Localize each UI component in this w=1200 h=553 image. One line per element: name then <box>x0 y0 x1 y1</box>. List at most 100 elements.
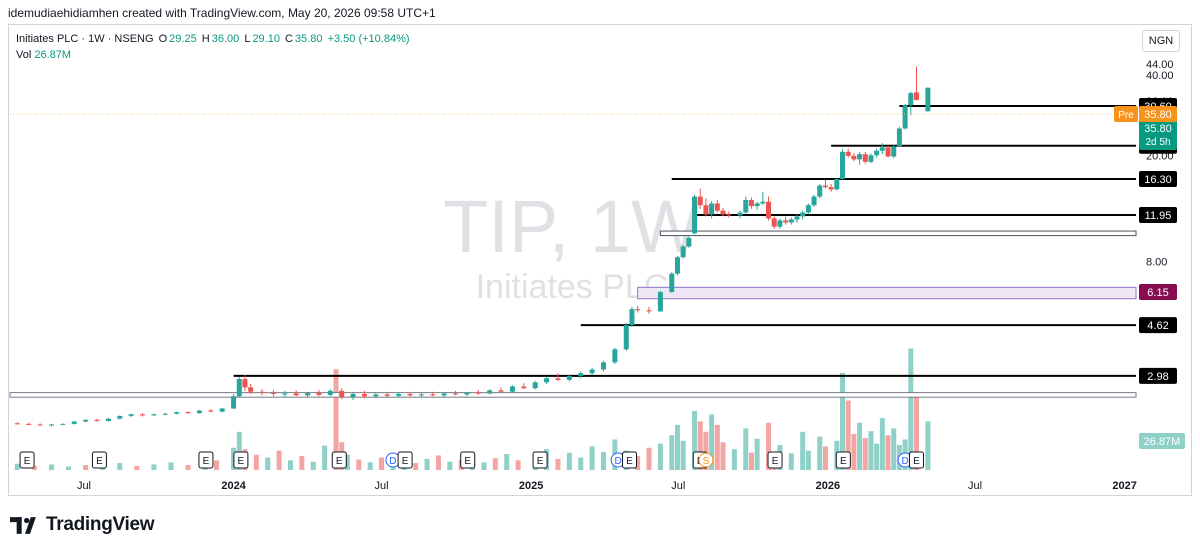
volume-bar <box>703 431 709 470</box>
tradingview-logo[interactable]: TradingView <box>10 514 155 536</box>
candle-body <box>453 393 459 395</box>
candle-body <box>686 237 692 247</box>
high-value: 36.00 <box>211 33 240 45</box>
candle-body <box>140 414 146 416</box>
volume-bar <box>669 435 675 470</box>
event-label: S <box>703 456 710 467</box>
volume-bar <box>117 463 123 470</box>
candle-body <box>521 386 527 389</box>
event-label: E <box>96 456 103 467</box>
hline-price-tag <box>1139 170 1177 187</box>
candle-body <box>509 386 515 392</box>
candle-body <box>242 379 248 388</box>
hline-price-tag <box>1139 317 1177 334</box>
event-label: E <box>464 456 471 467</box>
candle-body <box>726 214 732 216</box>
volume-bar <box>265 457 271 470</box>
candle-body <box>259 391 265 393</box>
candle-body <box>771 218 777 227</box>
volume-legend-label: Vol <box>16 49 32 61</box>
volume-bar <box>766 422 772 470</box>
volume-bar <box>48 464 54 470</box>
volume-bar <box>356 459 362 470</box>
volume-bar <box>276 450 282 470</box>
volume-bar <box>731 449 737 470</box>
volume-bar <box>680 440 686 470</box>
earnings-marker <box>908 451 924 469</box>
candle-body <box>418 394 424 396</box>
candle-body <box>236 379 242 397</box>
candle-body <box>925 87 931 112</box>
hline-price-text: 11.95 <box>1145 210 1172 222</box>
candle-body <box>697 196 703 206</box>
volume-bar <box>481 462 487 470</box>
close-value: 35.80 <box>294 33 323 45</box>
change-value: +3.50 (+10.84%) <box>327 33 410 45</box>
volume-legend-value: 26.87M <box>34 49 72 61</box>
candle-body <box>162 413 168 415</box>
candle-body <box>822 185 828 188</box>
volume-bar <box>413 463 419 470</box>
pre-tag <box>1114 106 1138 122</box>
candle-body <box>851 155 857 160</box>
x-tick-label: 2026 <box>816 480 840 492</box>
volume-bar <box>913 397 919 470</box>
volume-bar <box>83 465 89 470</box>
candle-body <box>669 273 675 292</box>
candle-body <box>862 154 868 162</box>
candle-body <box>840 151 846 179</box>
volume-bar <box>578 457 584 470</box>
candle-body <box>270 392 276 394</box>
candle-body <box>37 424 43 426</box>
event-label: E <box>336 456 343 467</box>
candle-body <box>430 394 436 396</box>
volume-bar <box>447 461 453 470</box>
open-value: 29.25 <box>169 33 197 45</box>
zone-price-text: 6.15 <box>1147 287 1168 299</box>
candle-body <box>532 382 538 389</box>
symbol-info[interactable]: Initiates PLC · 1W · NSENG <box>16 33 154 45</box>
hline-price-text: 2.98 <box>1147 371 1168 383</box>
volume-bar <box>344 454 350 470</box>
candle-body <box>885 147 891 157</box>
low-value: 29.10 <box>252 33 280 45</box>
candle-body <box>783 220 789 223</box>
currency-button[interactable]: NGN <box>1142 30 1180 52</box>
volume-bar <box>800 431 806 470</box>
candle-body <box>737 212 743 216</box>
candle-body <box>720 210 726 215</box>
candle-body <box>794 216 800 220</box>
volume-bar <box>66 466 72 470</box>
candle-body <box>800 212 806 217</box>
volume-bar <box>31 465 37 470</box>
earnings-marker <box>460 451 476 469</box>
candle-body <box>868 155 874 162</box>
volume-bar <box>379 457 385 470</box>
candle-body <box>60 423 66 425</box>
candle-body <box>674 257 680 274</box>
candle-body <box>498 390 504 392</box>
event-label: E <box>537 456 544 467</box>
candle-body <box>857 154 863 160</box>
volume-bar <box>908 348 914 470</box>
candle-body <box>902 105 908 129</box>
candle-body <box>464 392 470 395</box>
candle-body <box>151 414 157 416</box>
volume-bar <box>310 461 316 470</box>
x-tick-label: Jul <box>77 480 91 492</box>
volume-bar <box>333 369 339 470</box>
candle-body <box>566 375 572 380</box>
candle-body <box>913 92 919 100</box>
candle-body <box>128 414 134 416</box>
candle-body <box>339 390 345 398</box>
volume-bar <box>925 421 931 470</box>
candle-body <box>316 393 322 395</box>
volume-bar <box>367 462 373 470</box>
candle-body <box>629 309 635 326</box>
candle-body <box>83 419 89 422</box>
x-tick-label: 2024 <box>221 480 246 492</box>
event-label: E <box>238 456 245 467</box>
volume-value-text: 26.87M <box>1144 436 1181 448</box>
volume-bar <box>851 433 857 470</box>
